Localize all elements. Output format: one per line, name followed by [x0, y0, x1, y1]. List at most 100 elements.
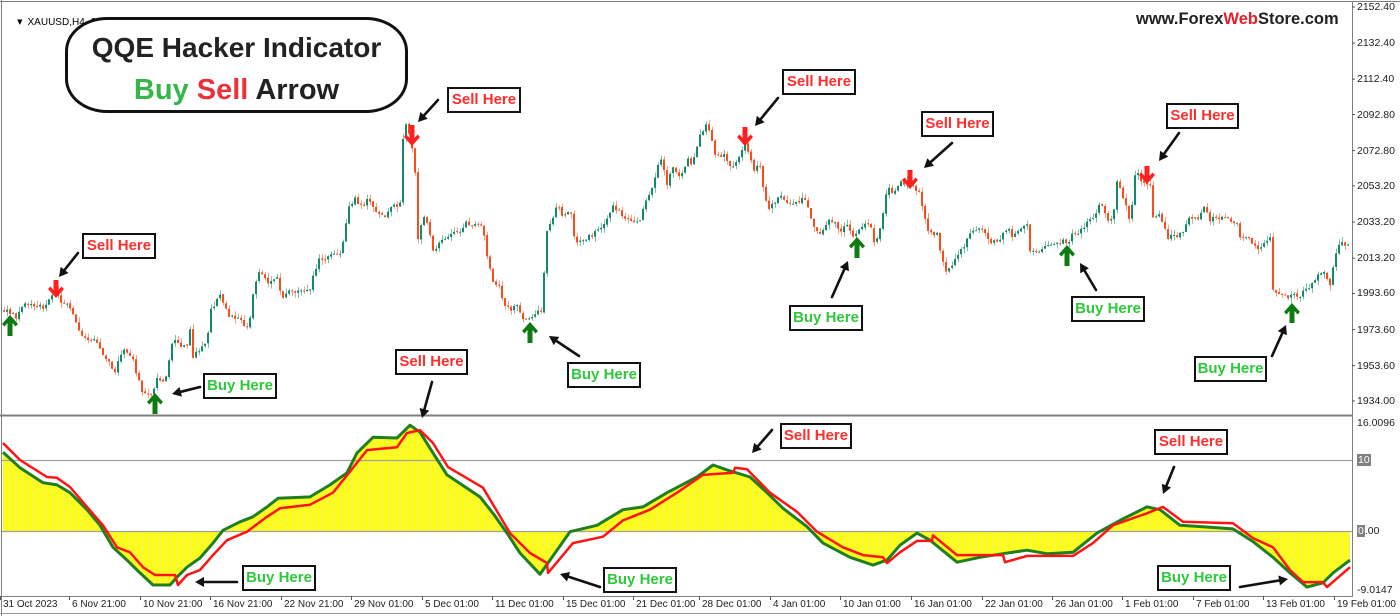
- time-axis-label: 4 Jan 01:00: [773, 599, 826, 610]
- price-axis-label: 1953.60: [1357, 359, 1395, 372]
- title-line-2: Buy Sell Arrow: [68, 74, 405, 106]
- indicator-axis-label: 0.00: [1357, 525, 1379, 537]
- title-banner: QQE Hacker Indicator Buy Sell Arrow: [65, 17, 408, 113]
- callout-pointer-arrow-icon: [830, 261, 849, 299]
- sell-here-callout: Sell Here: [1166, 103, 1239, 129]
- collapse-triangle-icon[interactable]: ▼: [17, 18, 23, 26]
- time-axis-label: 10 Jan 01:00: [843, 599, 901, 610]
- time-axis-label: 22 Nov 21:00: [284, 599, 344, 610]
- qqe-slow-line: [2, 428, 1351, 589]
- price-axis-label: 2132.40: [1357, 37, 1395, 50]
- time-axis-label: 15 Dec 01:00: [566, 599, 626, 610]
- signal-arrows: [2, 125, 1300, 414]
- level-value-badge: 0: [1357, 525, 1365, 537]
- sell-arrow-down-icon: [404, 125, 420, 146]
- price-axis-label: 2053.20: [1357, 179, 1395, 192]
- buy-here-callout: Buy Here: [1194, 356, 1267, 382]
- level-value-rest: .00: [1364, 525, 1380, 537]
- sell-here-callout: Sell Here: [780, 423, 852, 449]
- qqe-fast-line: [2, 423, 1351, 589]
- candlesticks: [3, 120, 1349, 399]
- callout-pointer-arrow-icon: [418, 98, 440, 122]
- time-axis-label: 11 Dec 01:00: [495, 599, 554, 610]
- time-axis-label: 28 Dec 01:00: [702, 599, 762, 610]
- sell-arrow-down-icon: [902, 170, 918, 189]
- sell-arrow-down-icon: [737, 127, 753, 146]
- buy-arrow-up-icon: [2, 315, 18, 336]
- callout-pointer-arrow-icon: [1080, 263, 1098, 292]
- price-axis-label: 2013.20: [1357, 252, 1395, 265]
- price-axis-label: 1934.00: [1357, 395, 1395, 407]
- buy-arrow-up-icon: [1059, 245, 1075, 266]
- price-axis-label: 2152.40: [1357, 1, 1395, 13]
- price-axis-label: 2092.80: [1357, 108, 1395, 121]
- sell-arrow-down-icon: [48, 280, 64, 298]
- buy-here-callout: Buy Here: [242, 565, 316, 591]
- time-axis-label: 7 Feb 01:00: [1196, 599, 1250, 610]
- sell-here-callout: Sell Here: [921, 111, 994, 137]
- sell-here-callout: Sell Here: [395, 349, 468, 375]
- callout-pointer-arrow-icon: [1270, 325, 1287, 358]
- callout-pointer-arrow-icon: [752, 428, 774, 453]
- time-axis-label: 1 Feb 01:00: [1125, 599, 1179, 610]
- callout-pointer-arrow-icon: [549, 336, 581, 358]
- axis-ticks: [0, 6, 1355, 600]
- buy-here-callout: Buy Here: [603, 567, 677, 593]
- sell-here-callout: Sell Here: [1154, 429, 1228, 455]
- callout-pointer-arrow-icon: [560, 572, 602, 589]
- title-arrow-word: Arrow: [255, 74, 340, 106]
- title-sell-word: Sell: [196, 74, 249, 106]
- time-axis-label: 22 Jan 01:00: [985, 599, 1043, 610]
- callout-pointer-arrow-icon: [419, 380, 434, 418]
- watermark-pre: www.Forex: [1136, 10, 1224, 28]
- sell-arrow-down-icon: [1139, 166, 1155, 184]
- price-axis-label: 2033.20: [1357, 216, 1395, 229]
- buy-arrow-up-icon: [1284, 303, 1300, 323]
- qqe-indicator-panel: [2, 423, 1352, 589]
- price-axis-label: 2112.40: [1357, 73, 1395, 86]
- callout-pointer-arrow-icon: [172, 385, 202, 397]
- sell-here-callout: Sell Here: [82, 233, 156, 259]
- callout-pointer-arrow-icon: [1161, 465, 1176, 494]
- time-axis-label: 21 Dec 01:00: [636, 599, 696, 610]
- callout-pointer-arrow-icon: [755, 96, 780, 126]
- callout-pointer-arrow-icon: [924, 141, 954, 168]
- indicator-axis-label: -9.0147: [1357, 584, 1393, 596]
- time-axis-label: 16 Jan 01:00: [914, 599, 972, 610]
- indicator-axis-label: 16.0096: [1357, 417, 1395, 429]
- level-value-badge: 10: [1357, 454, 1371, 466]
- indicator-axis-label: 10: [1357, 454, 1371, 466]
- buy-here-callout: Buy Here: [1071, 296, 1145, 322]
- buy-arrow-up-icon: [849, 237, 865, 258]
- callout-pointer-arrow-icon: [195, 577, 239, 587]
- callout-pointer-arrow-icon: [1238, 575, 1288, 589]
- price-axis-label: 1993.60: [1357, 287, 1395, 300]
- price-axis-label: 2072.80: [1357, 144, 1395, 157]
- watermark-highlight: Web: [1223, 10, 1258, 28]
- buy-arrow-up-icon: [147, 393, 163, 414]
- callout-pointer-arrow-icon: [1159, 131, 1181, 161]
- sell-here-callout: Sell Here: [447, 87, 521, 113]
- buy-arrow-up-icon: [522, 322, 538, 343]
- time-axis-label: 31 Oct 2023: [3, 599, 58, 610]
- time-axis-label: 6 Nov 21:00: [72, 599, 126, 610]
- time-axis-label: 13 Feb 01:00: [1266, 599, 1325, 610]
- buy-here-callout: Buy Here: [1157, 565, 1231, 591]
- sell-here-callout: Sell Here: [782, 69, 856, 95]
- watermark-post: Store.com: [1257, 10, 1339, 28]
- qqe-histogram: [3, 425, 1350, 588]
- time-axis-label: 29 Nov 01:00: [354, 599, 414, 610]
- time-axis-label: 10 Nov 21:00: [143, 599, 203, 610]
- title-buy-word: Buy: [133, 74, 189, 106]
- buy-here-callout: Buy Here: [567, 362, 641, 388]
- buy-here-callout: Buy Here: [203, 373, 277, 399]
- buy-here-callout: Buy Here: [789, 305, 863, 331]
- watermark-url: www.ForexWebStore.com: [1136, 9, 1339, 29]
- time-axis-label: 16 Nov 21:00: [213, 599, 273, 610]
- time-axis-label: 5 Dec 01:00: [425, 599, 479, 610]
- symbol-timeframe: XAUUSD,H4: [27, 17, 85, 28]
